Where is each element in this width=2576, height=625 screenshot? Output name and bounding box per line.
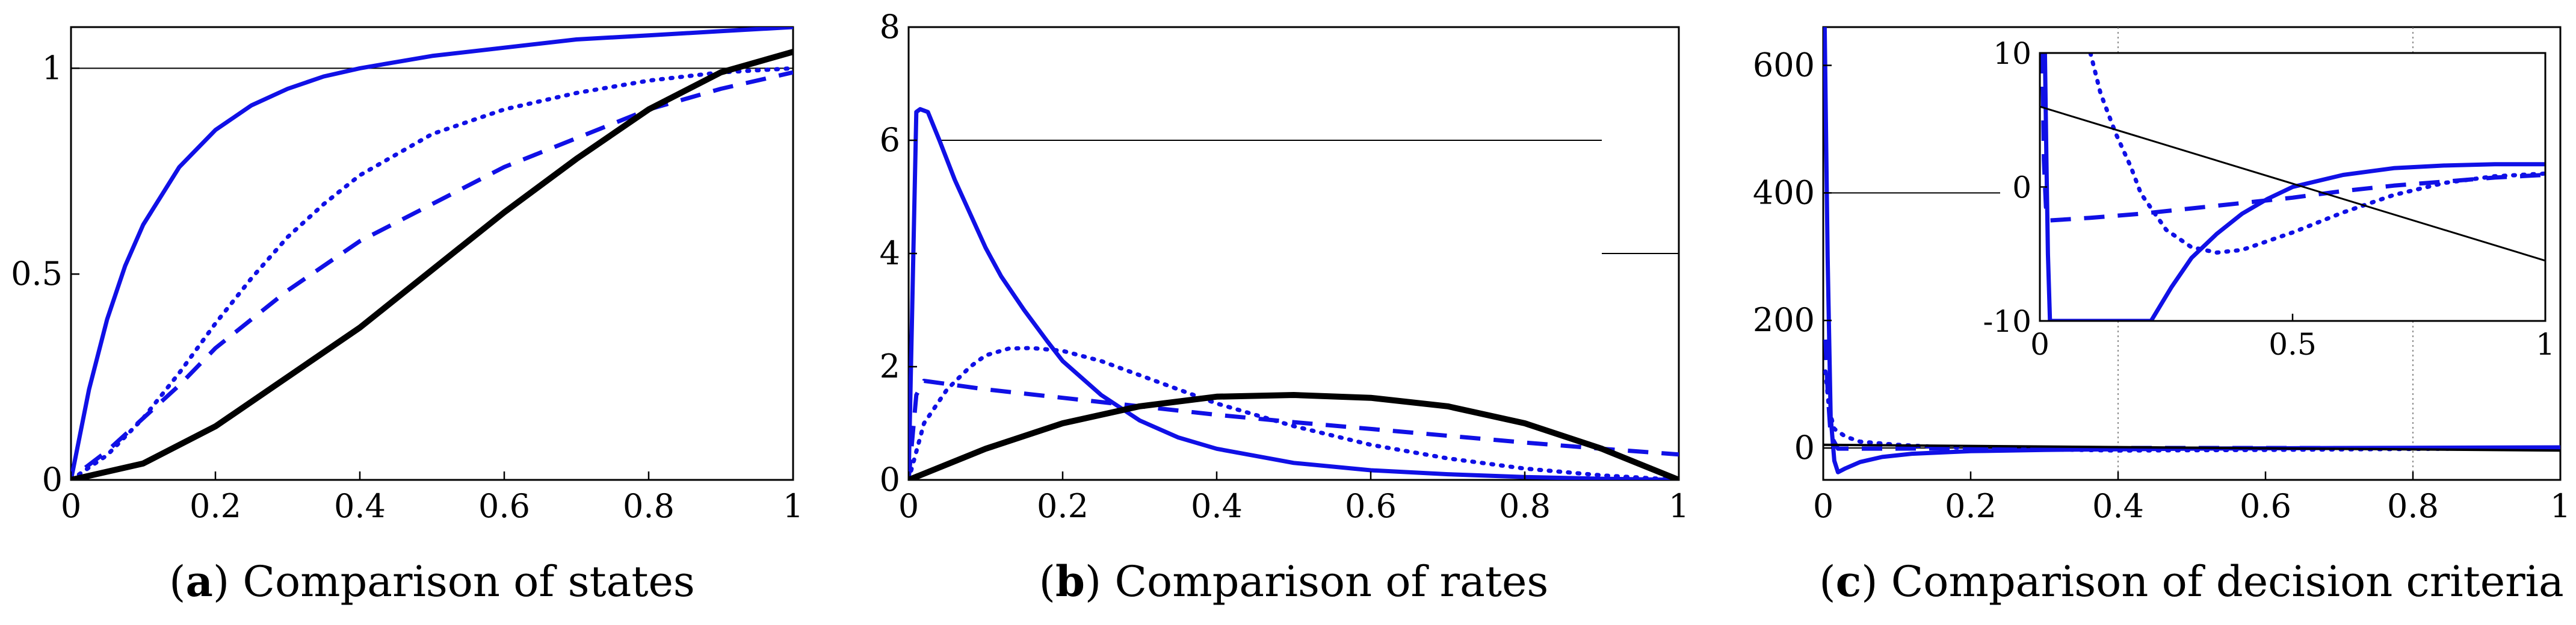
panel-a-x-tick-label: 0.6: [478, 487, 530, 525]
panel-b-x-tick-label: 0.2: [1037, 487, 1089, 525]
panel-b-blue-dotted-line: [909, 346, 1679, 480]
panel-b-reference-lines: [939, 140, 1679, 254]
panel-c-blue-dotted-line: [1823, 369, 2560, 453]
panel-b-y-tick-label: 6: [880, 121, 900, 159]
panel-c-frame: [1822, 26, 2562, 481]
panel-c-x-tick-label: 0.6: [2240, 487, 2291, 525]
inset-x-tick-label: 0.5: [2269, 327, 2317, 362]
panel-a-caption-label: a: [185, 556, 212, 606]
panel-a-states: 0 0.2 0.4 0.6 0.8 1 0 0.5 1 (a) Comparison of st…: [11, 26, 803, 606]
panel-a-y-tick-label: 0: [42, 461, 63, 499]
panel-a-black-solid-line: [71, 49, 793, 480]
panel-a-x-tick-label: 0.8: [623, 487, 675, 525]
inset-inset-blue-dashed-line: [2040, 53, 2545, 223]
panel-b-x-tick-label: 0: [898, 487, 919, 525]
panel-a-blue-solid-line: [71, 27, 793, 480]
inset-series: [2040, 53, 2545, 321]
inset-y-tick-label: -10: [1983, 304, 2031, 339]
panel-b-y-tick-label: 4: [880, 234, 900, 272]
panel-c-ticks: 0 0.2 0.4 0.6 0.8 1 0 200 400 600: [1753, 46, 2571, 525]
inset-inset-blue-dotted-line: [2088, 53, 2545, 255]
panel-c-y-tick-label: 400: [1753, 173, 1815, 211]
panel-a-caption-text: Comparison of states: [229, 557, 695, 606]
panel-b-ticks: 0 0.2 0.4 0.6 0.8 1 0 2 4 6 8: [880, 8, 1690, 525]
panel-a-x-tick-label: 0.4: [334, 487, 386, 525]
panel-c-x-tick-label: 0.8: [2387, 487, 2439, 525]
panel-b-series: [909, 107, 1679, 480]
panel-b-blue-dashed-line: [909, 379, 1679, 480]
panel-b-caption-label: b: [1055, 556, 1085, 606]
panel-a-y-tick-label: 0.5: [11, 255, 63, 293]
panel-c-caption-label: c: [1836, 556, 1862, 606]
panel-c-x-tick-label: 0.4: [2092, 487, 2144, 525]
panel-b-x-tick-label: 0.6: [1345, 487, 1397, 525]
panel-b-black-solid-line: [909, 392, 1679, 480]
inset-x-tick-label: 1: [2536, 327, 2555, 362]
panel-a-y-tick-label: 1: [42, 49, 63, 87]
panel-a-blue-dotted-line: [71, 66, 793, 480]
inset-y-tick-label: 10: [1993, 36, 2031, 71]
panel-b-frame: [907, 26, 1680, 481]
panel-a-caption: (a) Comparison of states: [169, 556, 695, 606]
panel-c-caption-text: Comparison of decision criteria: [1878, 557, 2564, 606]
panel-a-frame: [70, 26, 794, 481]
panel-c-y-tick-label: 200: [1753, 301, 1815, 339]
panel-c-x-tick-label: 0.2: [1945, 487, 1997, 525]
panel-b-y-tick-label: 0: [880, 461, 900, 499]
inset-y-tick-label: 0: [2012, 170, 2031, 205]
panel-b-caption: (b) Comparison of rates: [1039, 556, 1549, 606]
panel-b-rates: 0 0.2 0.4 0.6 0.8 1 0 2 4 6 8 (b) Comparison of ra…: [880, 8, 1690, 606]
inset-x-tick-label: 0: [2030, 327, 2049, 362]
panel-c-blue-dashed-line: [1823, 339, 2560, 451]
panel-a-x-tick-label: 0: [61, 487, 81, 525]
panel-b-x-tick-label: 0.8: [1499, 487, 1551, 525]
panel-b-x-tick-label: 1: [1669, 487, 1689, 525]
panel-b-y-tick-label: 8: [880, 8, 900, 46]
panel-b-x-tick-label: 0.4: [1191, 487, 1243, 525]
panel-c-y-tick-label: 600: [1753, 46, 1815, 84]
panel-a-ticks: 0 0.2 0.4 0.6 0.8 1 0 0.5 1: [11, 49, 803, 525]
panel-c-x-tick-label: 0: [1813, 487, 1833, 525]
panel-b-caption-text: Comparison of rates: [1101, 557, 1548, 606]
panel-c-black-solid-line: [1823, 443, 2560, 452]
panel-a-series: [71, 27, 793, 480]
panel-b-y-tick-label: 2: [880, 347, 900, 385]
panel-c-x-tick-label: 1: [2550, 487, 2571, 525]
panel-c-y-tick-label: 0: [1794, 429, 1815, 467]
panel-c-series: [1823, 27, 2560, 474]
panel-c-caption: (c) Comparison of decision criteria: [1819, 556, 2563, 606]
inset-inset-blue-solid-line: [2042, 53, 2545, 321]
panel-a-x-tick-label: 1: [783, 487, 803, 525]
inset-inset-black-solid-line: [2040, 105, 2545, 262]
panel-a-x-tick-label: 0.2: [190, 487, 241, 525]
